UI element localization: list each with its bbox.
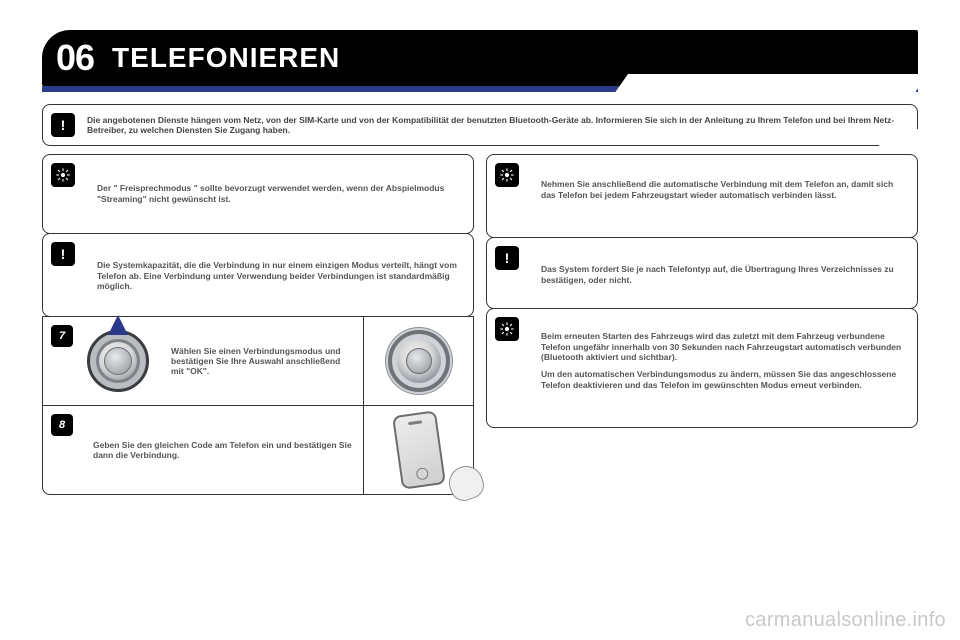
chapter-title: TELEFONIEREN <box>112 42 340 74</box>
lightbulb-icon <box>499 321 515 337</box>
exclaim-icon: ! <box>51 113 75 137</box>
step-8-text: Geben Sie den gleichen Code am Telefon e… <box>93 440 353 460</box>
right-warn-2-text: Das System fordert Sie je nach Telefonty… <box>541 264 903 285</box>
lightbulb-icon <box>55 167 71 183</box>
hand-icon <box>444 461 488 505</box>
step-number-badge: 8 <box>51 414 73 436</box>
exclaim-icon: ! <box>495 246 519 270</box>
top-notice-text: Die angebotenen Dienste hängen vom Netz,… <box>87 115 903 135</box>
tip-icon <box>51 163 75 187</box>
step-8-image <box>363 406 473 494</box>
chapter-number: 06 <box>56 37 94 79</box>
lightbulb-icon <box>499 167 515 183</box>
step-7-image <box>363 317 473 405</box>
left-warn-box-2: ! Die Systemkapazität, die die Verbindun… <box>42 233 474 317</box>
exclaim-icon: ! <box>51 242 75 266</box>
right-tip-1-text: Nehmen Sie anschließend die automatische… <box>541 179 903 200</box>
top-notice-box: ! Die angebotenen Dienste hängen vom Net… <box>42 104 918 146</box>
left-tip-1-text: Der " Freisprechmodus " sollte bevorzugt… <box>97 183 459 204</box>
tip-icon <box>495 317 519 341</box>
step-7-main: 7 Wählen Sie einen Verbindungsmodus und … <box>43 317 363 405</box>
right-tip-box-3: Beim erneuten Starten des Fahrzeugs wird… <box>486 308 918 428</box>
tip-icon <box>495 163 519 187</box>
right-tip-3-text2: Um den automatischen Verbindungsmodus zu… <box>541 369 903 390</box>
left-warn-2-text: Die Systemkapazität, die die Verbindung … <box>97 260 459 292</box>
step-number-badge: 7 <box>51 325 73 347</box>
phone-icon <box>392 410 446 489</box>
step-7-text: Wählen Sie einen Verbindungsmodus und be… <box>171 346 353 376</box>
page: 06 TELEFONIEREN ! Die angebotenen Dienst… <box>0 0 960 640</box>
watermark: carmanualsonline.info <box>745 609 946 632</box>
step-8-main: 8 Geben Sie den gleichen Code am Telefon… <box>43 406 363 494</box>
step-row-8: 8 Geben Sie den gleichen Code am Telefon… <box>42 405 474 495</box>
right-tip-box-1: Nehmen Sie anschließend die automatische… <box>486 154 918 238</box>
knob-ring-icon <box>388 330 450 392</box>
knob-icon <box>87 330 149 392</box>
chapter-header: 06 TELEFONIEREN <box>42 30 918 94</box>
step-row-7: 7 Wählen Sie einen Verbindungsmodus und … <box>42 316 474 406</box>
right-column: Nehmen Sie anschließend die automatische… <box>486 154 918 495</box>
left-column: Der " Freisprechmodus " sollte bevorzugt… <box>42 154 474 495</box>
right-tip-3-text1: Beim erneuten Starten des Fahrzeugs wird… <box>541 331 903 363</box>
left-tip-box-1: Der " Freisprechmodus " sollte bevorzugt… <box>42 154 474 234</box>
right-warn-box-2: ! Das System fordert Sie je nach Telefon… <box>486 237 918 309</box>
columns: Der " Freisprechmodus " sollte bevorzugt… <box>42 154 918 495</box>
